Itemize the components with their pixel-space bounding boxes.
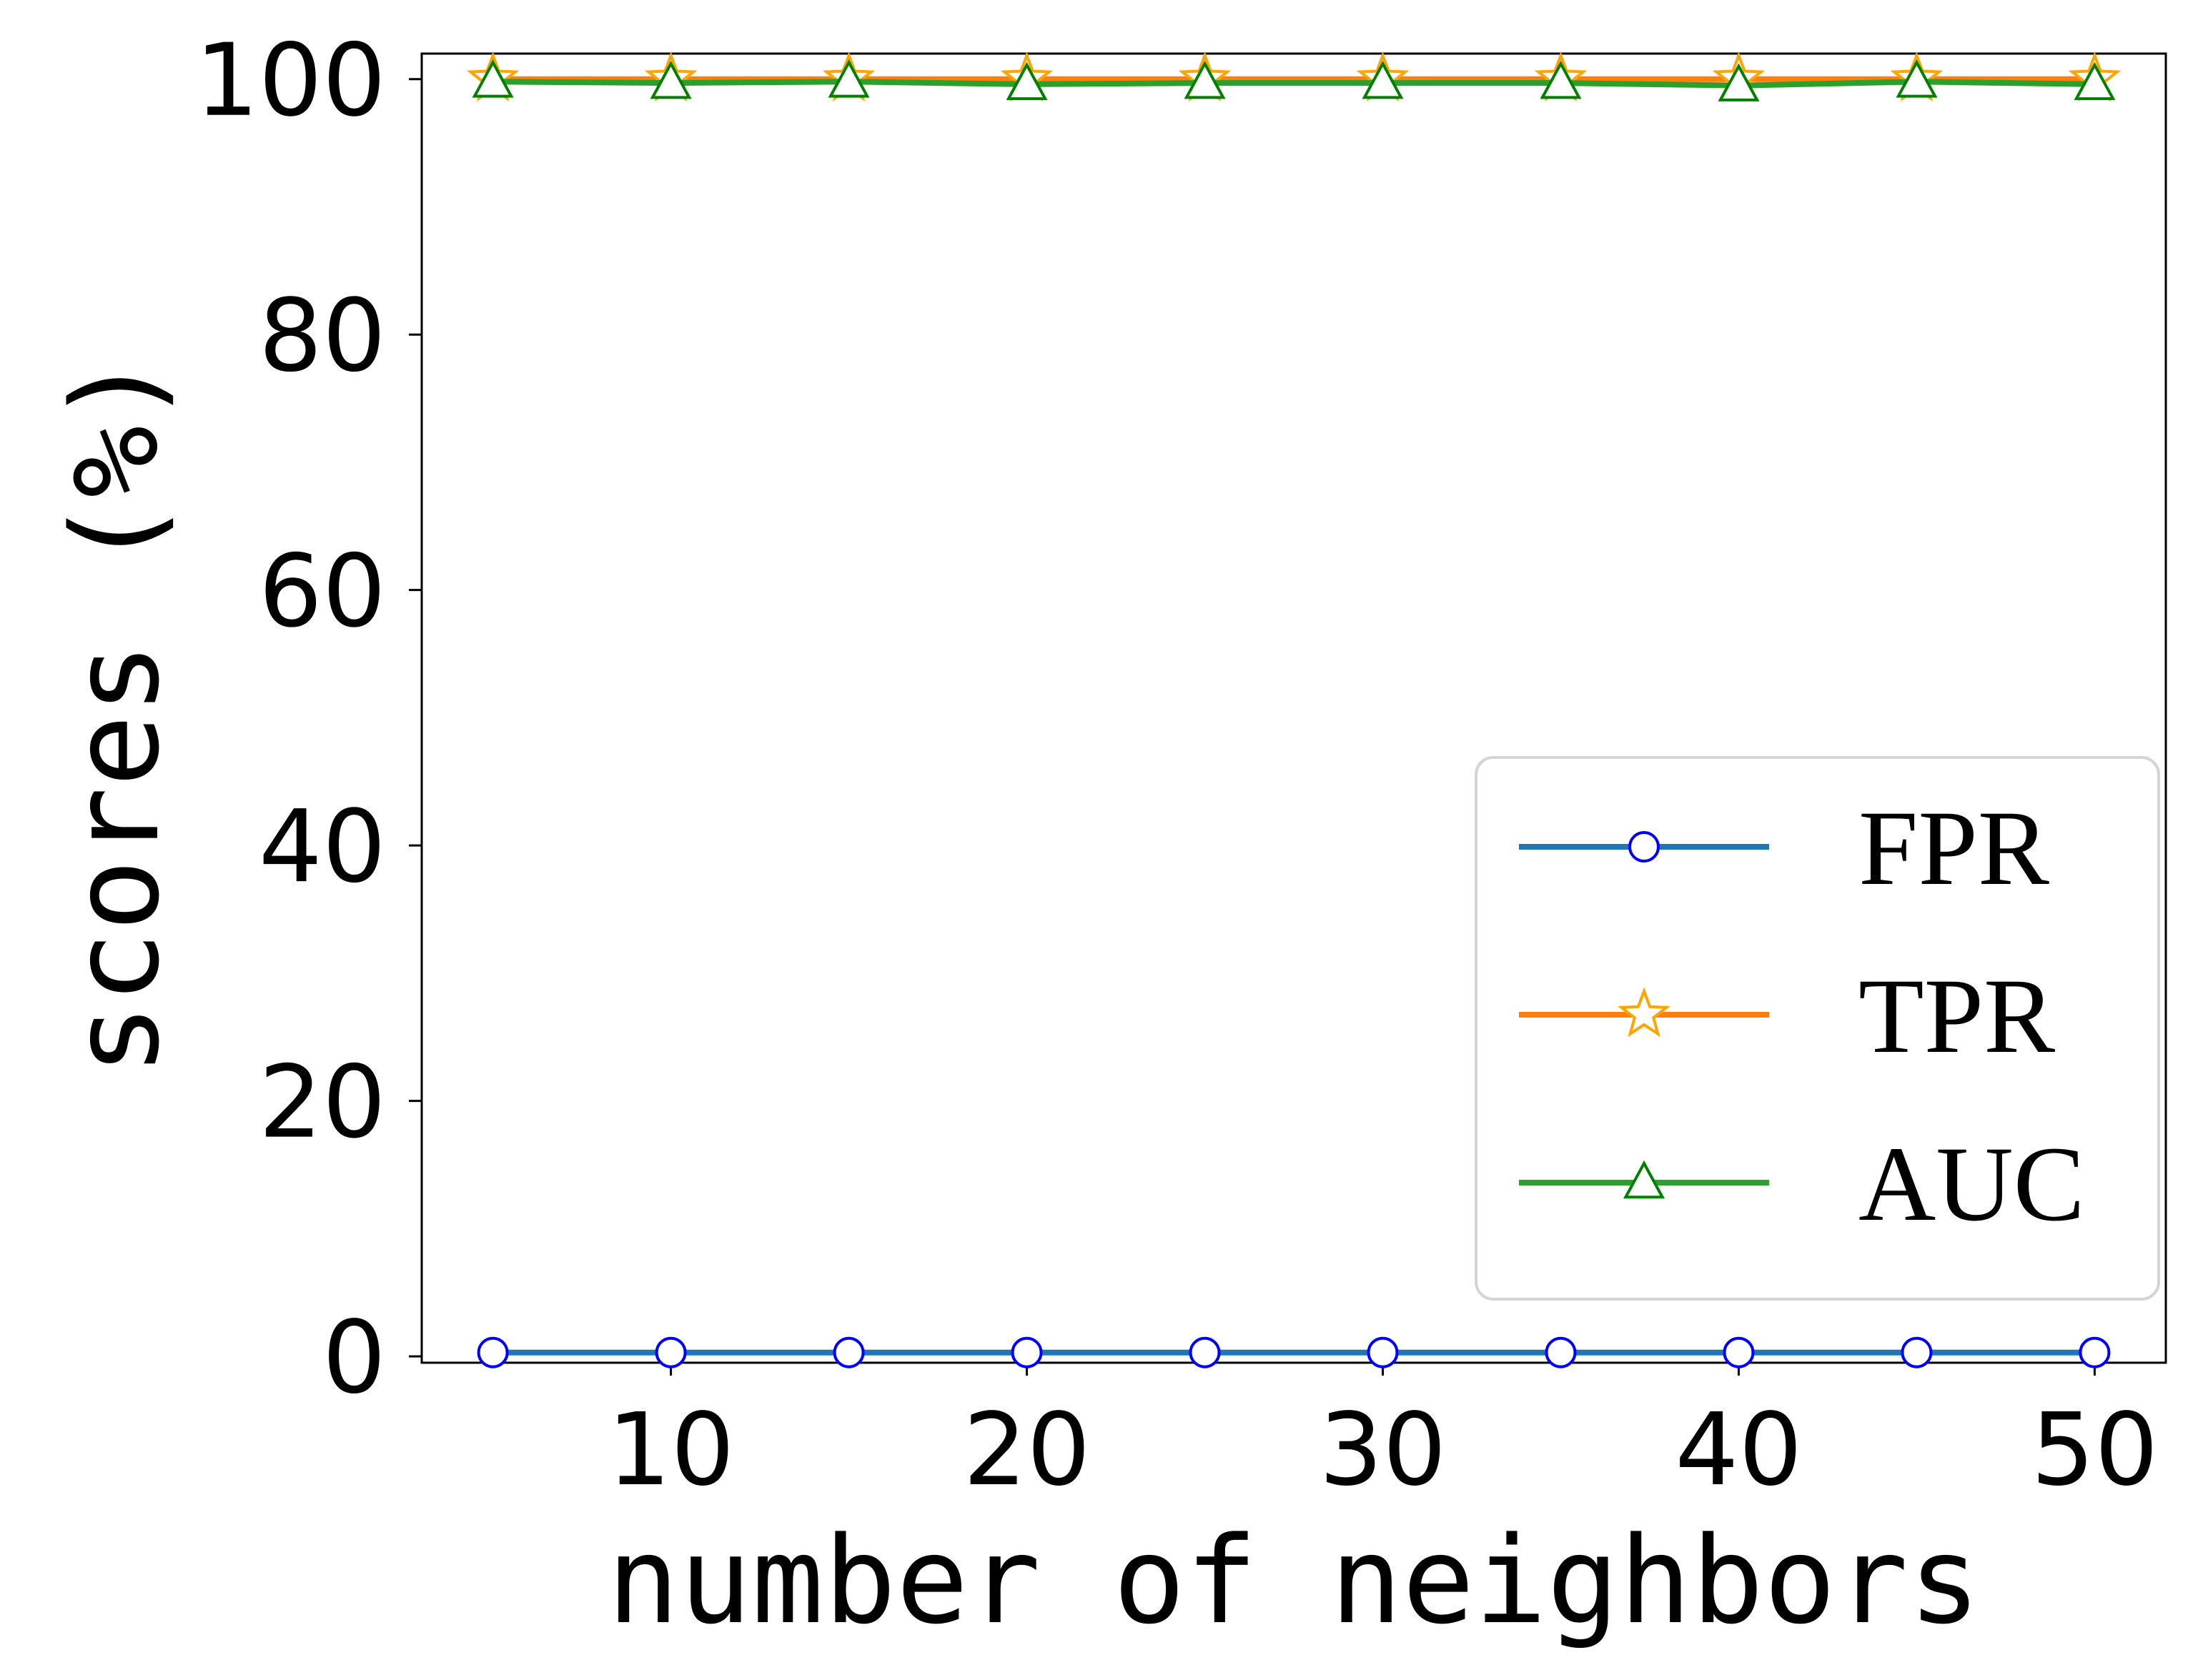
legend-label: FPR — [1858, 789, 2049, 908]
fpr-point — [1723, 1336, 1755, 1368]
plot-area-frame — [420, 52, 2167, 1364]
fpr-point — [655, 1336, 687, 1368]
x-tick-label: 40 — [1675, 1392, 1802, 1508]
auc-point — [1718, 63, 1760, 101]
auc-point — [1540, 60, 1582, 99]
fpr-point — [1901, 1336, 1933, 1368]
series-layer — [466, 51, 2122, 1368]
legend-item-fpr: FPR — [1519, 789, 2049, 908]
fpr-point — [833, 1336, 865, 1368]
y-tick-label: 80 — [259, 278, 386, 394]
x-tick-label: 20 — [963, 1392, 1090, 1508]
x-tick-label: 50 — [2031, 1392, 2158, 1508]
legend-marker-star-icon — [1618, 987, 1670, 1038]
auc-line — [492, 79, 2095, 89]
auc-point — [472, 59, 514, 98]
x-axis: 10 20 30 40 50 — [607, 1363, 2158, 1508]
y-axis: 0 20 40 60 80 100 — [195, 23, 422, 1416]
fpr-point — [477, 1336, 509, 1368]
fpr-point — [1189, 1336, 1221, 1368]
y-tick-label: 20 — [259, 1045, 386, 1161]
legend-marker-circle-icon — [1628, 831, 1660, 863]
series-fpr — [477, 1336, 2111, 1368]
y-axis-title: scores (%) — [46, 353, 186, 1075]
y-tick-label: 40 — [259, 789, 386, 905]
series-auc — [472, 59, 2116, 101]
x-tick-label: 10 — [607, 1392, 734, 1508]
legend: FPR TPR AUC — [1475, 756, 2160, 1301]
auc-point — [2074, 61, 2116, 101]
auc-point — [828, 59, 870, 98]
legend-item-auc: AUC — [1519, 1125, 2085, 1243]
x-tick-label: 30 — [1319, 1392, 1446, 1508]
fpr-point — [1545, 1336, 1577, 1368]
auc-point — [1362, 60, 1404, 99]
legend-label: AUC — [1858, 1125, 2085, 1243]
legend-label: TPR — [1858, 957, 2055, 1075]
fpr-point — [1367, 1336, 1399, 1368]
legend-box — [1475, 756, 2160, 1301]
y-tick-label: 60 — [259, 534, 386, 650]
auc-point — [1184, 60, 1226, 99]
fpr-point — [2079, 1336, 2111, 1368]
x-axis-title: number of neighbors — [607, 1511, 1981, 1651]
auc-point — [650, 60, 692, 99]
legend-item-tpr: TPR — [1519, 957, 2055, 1075]
y-tick-label: 0 — [322, 1300, 386, 1416]
fpr-point — [1011, 1336, 1043, 1368]
y-tick-label: 100 — [195, 23, 386, 139]
legend-marker-triangle-icon — [1623, 1160, 1665, 1199]
auc-point — [1006, 61, 1048, 101]
auc-point — [1896, 59, 1938, 98]
